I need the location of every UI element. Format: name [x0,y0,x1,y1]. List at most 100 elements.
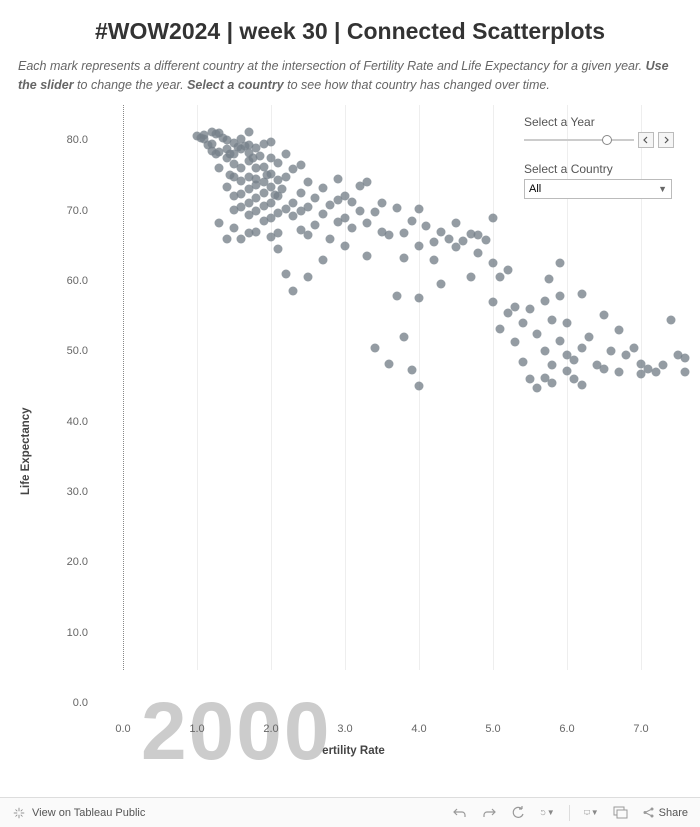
data-point[interactable] [629,343,638,352]
data-point[interactable] [503,266,512,275]
data-point[interactable] [237,164,246,173]
data-point[interactable] [518,319,527,328]
data-point[interactable] [444,234,453,243]
data-point[interactable] [385,231,394,240]
data-point[interactable] [555,292,564,301]
data-point[interactable] [548,378,557,387]
data-point[interactable] [281,149,290,158]
data-point[interactable] [651,368,660,377]
data-point[interactable] [548,361,557,370]
data-point[interactable] [400,254,409,263]
data-point[interactable] [496,273,505,282]
data-point[interactable] [600,364,609,373]
data-point[interactable] [540,296,549,305]
data-point[interactable] [489,213,498,222]
data-point[interactable] [274,229,283,238]
data-point[interactable] [267,199,276,208]
data-point[interactable] [244,127,253,136]
refresh-button[interactable]: ▼ [540,805,555,820]
data-point[interactable] [333,174,342,183]
data-point[interactable] [281,269,290,278]
data-point[interactable] [274,245,283,254]
data-point[interactable] [278,185,287,194]
data-point[interactable] [318,255,327,264]
data-point[interactable] [577,343,586,352]
data-point[interactable] [392,204,401,213]
data-point[interactable] [422,222,431,231]
year-slider[interactable] [524,139,634,141]
data-point[interactable] [544,275,553,284]
data-point[interactable] [304,231,313,240]
data-point[interactable] [400,333,409,342]
data-point[interactable] [555,336,564,345]
data-point[interactable] [681,354,690,363]
data-point[interactable] [459,237,468,246]
data-point[interactable] [318,184,327,193]
data-point[interactable] [489,259,498,268]
data-point[interactable] [378,199,387,208]
data-point[interactable] [614,368,623,377]
data-point[interactable] [429,255,438,264]
data-point[interactable] [548,315,557,324]
data-point[interactable] [304,273,313,282]
data-point[interactable] [607,347,616,356]
data-point[interactable] [222,234,231,243]
data-point[interactable] [415,205,424,214]
data-point[interactable] [666,315,675,324]
data-point[interactable] [415,382,424,391]
data-point[interactable] [255,151,264,160]
data-point[interactable] [496,324,505,333]
data-point[interactable] [355,206,364,215]
data-point[interactable] [267,137,276,146]
undo-button[interactable] [453,805,468,820]
data-point[interactable] [577,289,586,298]
data-point[interactable] [348,224,357,233]
data-point[interactable] [318,210,327,219]
data-point[interactable] [341,213,350,222]
share-button[interactable]: Share [642,806,688,819]
data-point[interactable] [304,178,313,187]
data-point[interactable] [518,357,527,366]
data-point[interactable] [481,236,490,245]
data-point[interactable] [540,347,549,356]
data-point[interactable] [296,160,305,169]
data-point[interactable] [407,217,416,226]
data-point[interactable] [296,188,305,197]
data-point[interactable] [466,273,475,282]
data-point[interactable] [363,178,372,187]
data-point[interactable] [252,227,261,236]
view-on-public-button[interactable]: View on Tableau Public [12,806,145,820]
data-point[interactable] [570,356,579,365]
year-slider-thumb[interactable] [602,135,612,145]
data-point[interactable] [452,219,461,228]
revert-button[interactable] [511,805,526,820]
data-point[interactable] [230,224,239,233]
data-point[interactable] [659,361,668,370]
data-point[interactable] [304,203,313,212]
data-point[interactable] [326,234,335,243]
data-point[interactable] [474,248,483,257]
data-point[interactable] [563,366,572,375]
data-point[interactable] [563,319,572,328]
data-point[interactable] [363,219,372,228]
year-prev-button[interactable] [638,132,654,148]
data-point[interactable] [415,294,424,303]
data-point[interactable] [511,338,520,347]
data-point[interactable] [622,350,631,359]
data-point[interactable] [341,241,350,250]
device-preview-button[interactable]: ▼ [584,805,599,820]
data-point[interactable] [577,381,586,390]
data-point[interactable] [489,297,498,306]
year-next-button[interactable] [658,132,674,148]
data-point[interactable] [289,287,298,296]
country-select[interactable]: All ▼ [524,179,672,199]
data-point[interactable] [400,229,409,238]
data-point[interactable] [555,259,564,268]
data-point[interactable] [311,220,320,229]
data-point[interactable] [407,366,416,375]
data-point[interactable] [370,343,379,352]
data-point[interactable] [363,252,372,261]
data-point[interactable] [392,292,401,301]
data-point[interactable] [274,158,283,167]
data-point[interactable] [600,310,609,319]
